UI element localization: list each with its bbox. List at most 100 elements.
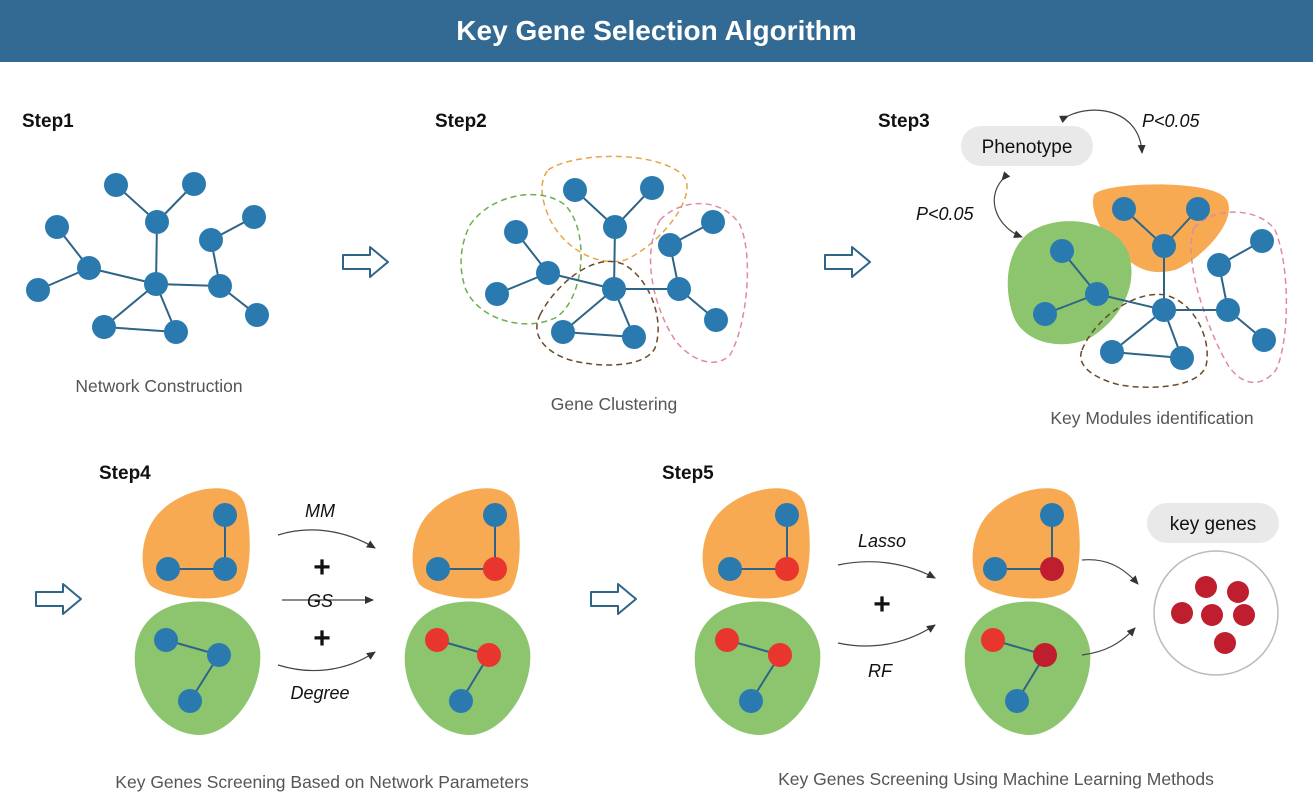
gene-node (701, 210, 725, 234)
gene-node (77, 256, 101, 280)
gene-node (640, 176, 664, 200)
plus-sign: + (313, 622, 331, 655)
gene-node (208, 274, 232, 298)
gene-node (1005, 689, 1029, 713)
gene-node (449, 689, 473, 713)
gene-node (144, 272, 168, 296)
gene-node (164, 320, 188, 344)
gene-node (1050, 239, 1074, 263)
green-module (134, 601, 261, 736)
gene-node (563, 178, 587, 202)
key-gene-node (1227, 581, 1249, 603)
gene-node (483, 503, 507, 527)
step2-caption: Gene Clustering (551, 394, 677, 414)
step1-panel: Step1 (22, 111, 269, 396)
selected-gene-node (483, 557, 507, 581)
gene-node (485, 282, 509, 306)
selected-gene-node (715, 628, 739, 652)
gene-node (775, 503, 799, 527)
orange-module (972, 488, 1080, 599)
step2-clusters (460, 155, 749, 366)
gene-node (504, 220, 528, 244)
param-degree: Degree (290, 683, 349, 703)
orange-module (142, 488, 250, 599)
gene-node (1250, 229, 1274, 253)
brown-cluster-outline (1080, 293, 1208, 389)
key-gene-node (1201, 604, 1223, 626)
gene-node (426, 557, 450, 581)
gene-node (536, 261, 560, 285)
step4-label: Step4 (99, 463, 151, 484)
gene-node (1152, 298, 1176, 322)
pvalue-top: P<0.05 (1142, 111, 1201, 131)
gene-node (26, 278, 50, 302)
selected-gene-node (477, 643, 501, 667)
step3-network (1033, 197, 1276, 370)
param-gs: GS (307, 591, 333, 611)
green-module (694, 601, 821, 736)
step4-caption: Key Genes Screening Based on Network Par… (115, 772, 529, 792)
flow-arrow-icon (35, 583, 82, 615)
selected-gene-node (768, 643, 792, 667)
gene-node (92, 315, 116, 339)
step5-caption: Key Genes Screening Using Machine Learni… (778, 769, 1214, 789)
gene-node (1100, 340, 1124, 364)
orange-module (702, 488, 810, 599)
gene-node (45, 215, 69, 239)
gene-node (213, 557, 237, 581)
key-gene-node (1040, 557, 1064, 581)
key-gene-node (1233, 604, 1255, 626)
step1-caption: Network Construction (75, 376, 242, 396)
green-module (1007, 221, 1132, 345)
selected-gene-node (981, 628, 1005, 652)
gene-node (1207, 253, 1231, 277)
step1-network (26, 172, 269, 344)
param-mm: MM (305, 501, 335, 521)
phenotype-label: Phenotype (982, 137, 1073, 158)
gene-node (207, 643, 231, 667)
gene-node (245, 303, 269, 327)
gene-node (1170, 346, 1194, 370)
orange-module (412, 488, 520, 599)
plus-sign: + (873, 588, 891, 621)
method-lasso: Lasso (858, 531, 906, 551)
key-gene-node (1195, 576, 1217, 598)
gene-node (1216, 298, 1240, 322)
key-genes-label: key genes (1170, 514, 1257, 535)
green-module (404, 601, 531, 736)
key-gene-node (1214, 632, 1236, 654)
gene-node (602, 277, 626, 301)
flow-arrow-icon (342, 246, 389, 278)
gene-node (667, 277, 691, 301)
step4-panel: Step4 MM + GS + Degree (35, 463, 531, 792)
selected-gene-node (775, 557, 799, 581)
gene-node (718, 557, 742, 581)
gene-node (551, 320, 575, 344)
gene-node (622, 325, 646, 349)
gene-node (104, 173, 128, 197)
gene-node (739, 689, 763, 713)
selected-gene-node (425, 628, 449, 652)
step5-label: Step5 (662, 463, 714, 484)
gene-node (1040, 503, 1064, 527)
step3-label: Step3 (878, 111, 930, 132)
gene-node (199, 228, 223, 252)
gene-node (178, 689, 202, 713)
gene-node (603, 215, 627, 239)
pink-cluster-outline (1190, 211, 1288, 384)
gene-node (658, 233, 682, 257)
gene-node (1252, 328, 1276, 352)
gene-node (213, 503, 237, 527)
gene-node (156, 557, 180, 581)
step2-label: Step2 (435, 111, 487, 132)
key-gene-node (1171, 602, 1193, 624)
green-module (964, 601, 1091, 736)
flow-arrow-icon (824, 246, 871, 278)
gene-node (154, 628, 178, 652)
gene-node (1186, 197, 1210, 221)
gene-node (1085, 282, 1109, 306)
step3-caption: Key Modules identification (1050, 408, 1253, 428)
flow-arrow-icon (590, 583, 637, 615)
pvalue-left: P<0.05 (916, 204, 975, 224)
